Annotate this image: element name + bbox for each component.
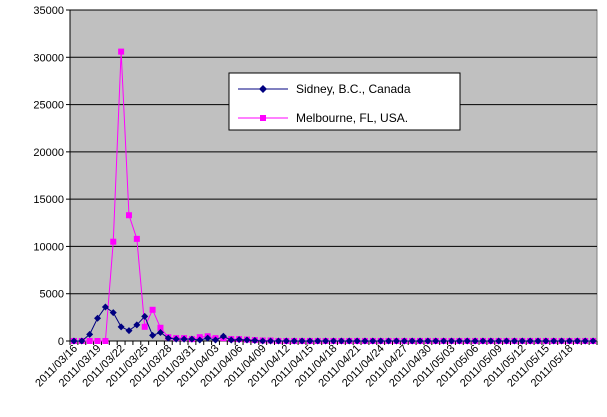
data-point — [180, 335, 188, 343]
data-point — [118, 48, 125, 55]
data-point — [518, 337, 526, 345]
data-point — [337, 337, 345, 345]
data-point — [133, 321, 141, 329]
data-point — [274, 337, 282, 345]
data-point — [377, 337, 385, 345]
data-point — [565, 337, 573, 345]
data-point — [141, 312, 149, 320]
data-point — [298, 337, 306, 345]
y-tick-label: 10000 — [33, 241, 64, 253]
series-sidney — [70, 303, 597, 345]
y-tick-label: 30000 — [33, 52, 64, 64]
data-point — [94, 314, 102, 322]
data-point — [558, 337, 566, 345]
data-point — [78, 337, 86, 345]
data-point — [581, 337, 589, 345]
legend-box — [228, 72, 461, 131]
data-point — [361, 337, 369, 345]
data-point — [235, 336, 243, 344]
data-point — [330, 337, 337, 345]
data-point — [188, 335, 196, 343]
data-point — [424, 337, 432, 345]
legend-label-melbourne: Melbourne, FL, USA. — [296, 111, 408, 125]
data-point — [259, 337, 267, 345]
data-point — [534, 337, 542, 345]
data-point — [416, 337, 424, 345]
data-point — [141, 323, 148, 330]
data-point — [526, 337, 534, 345]
y-tick-label: 25000 — [33, 100, 64, 112]
data-point — [447, 337, 455, 345]
data-point — [219, 332, 227, 340]
data-point — [400, 337, 408, 345]
data-point — [573, 337, 581, 345]
data-point — [172, 335, 180, 343]
data-point — [471, 337, 479, 345]
data-point — [392, 337, 400, 345]
data-point — [117, 323, 125, 331]
data-point — [455, 337, 463, 345]
data-point — [196, 336, 204, 344]
data-point — [385, 337, 393, 345]
data-point — [227, 336, 235, 344]
data-point — [503, 337, 511, 345]
data-point — [102, 338, 109, 344]
data-point — [463, 337, 471, 345]
data-point — [306, 337, 314, 345]
data-point — [149, 306, 156, 313]
data-point — [440, 337, 448, 345]
data-point — [101, 303, 109, 311]
data-point — [353, 337, 361, 345]
data-point — [125, 327, 133, 335]
data-point — [164, 334, 172, 342]
data-point — [157, 324, 164, 331]
data-point — [487, 337, 495, 345]
data-point — [125, 212, 132, 219]
legend-label-sidney: Sidney, B.C., Canada — [296, 82, 411, 96]
data-point — [314, 337, 322, 345]
data-point — [589, 337, 597, 345]
data-point — [408, 337, 416, 345]
data-point — [369, 337, 377, 345]
legend-marker-sidney — [259, 85, 267, 93]
data-point — [495, 337, 503, 345]
data-point — [432, 337, 440, 345]
data-point — [149, 331, 157, 339]
data-point — [510, 337, 518, 345]
data-point — [251, 337, 259, 345]
data-point — [204, 334, 212, 342]
y-tick-label: 20000 — [33, 147, 64, 159]
data-point — [282, 337, 290, 345]
legend: Sidney, B.C., Canada Melbourne, FL, USA. — [228, 72, 461, 131]
data-point — [94, 338, 101, 344]
data-point — [212, 336, 220, 344]
data-point — [550, 337, 558, 345]
y-tick-label: 35000 — [33, 5, 64, 17]
data-point — [156, 328, 164, 336]
y-tick-label: 0 — [58, 336, 64, 348]
data-point — [479, 337, 487, 345]
plot-area — [69, 9, 598, 342]
data-point — [243, 336, 251, 344]
data-point — [110, 238, 117, 245]
data-point — [109, 309, 117, 317]
data-point — [290, 337, 298, 345]
data-point — [345, 337, 353, 345]
data-point — [70, 337, 78, 345]
data-point — [86, 338, 93, 344]
y-tick-label: 15000 — [33, 194, 64, 206]
data-point — [267, 337, 275, 345]
data-point — [542, 337, 550, 345]
legend-marker-melbourne — [260, 115, 266, 121]
data-point — [133, 235, 140, 242]
data-point — [322, 337, 330, 345]
data-point — [86, 330, 94, 338]
y-tick-label: 5000 — [40, 289, 64, 301]
